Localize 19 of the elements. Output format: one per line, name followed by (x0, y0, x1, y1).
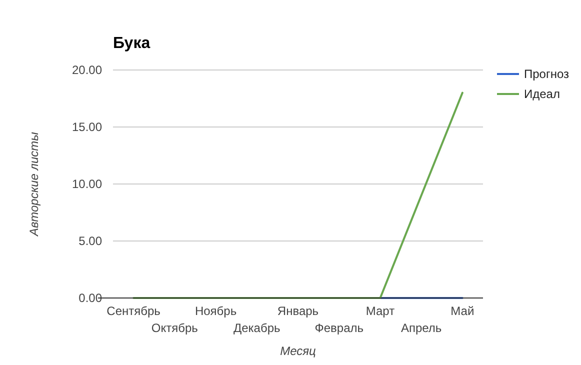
y-tick-label: 5.00 (78, 234, 102, 248)
x-tick-label: Апрель (400, 321, 442, 335)
y-tick-label: 20.00 (72, 63, 102, 78)
x-tick-label: Октябрь (151, 321, 198, 335)
legend-label: Идеал (524, 87, 560, 102)
x-tick-label: Сентябрь (106, 304, 160, 318)
y-axis-title: Авторские листы (27, 132, 41, 237)
x-axis-title: Месяц (280, 344, 316, 358)
chart-title: Бука (113, 35, 150, 52)
y-tick-label: 10.00 (72, 177, 102, 192)
x-tick-label: Декабрь (233, 321, 280, 335)
y-tick-label: 0.00 (78, 291, 102, 306)
y-tick-label: 15.00 (72, 120, 102, 134)
x-tick-label: Январь (277, 304, 319, 318)
x-tick-label: Май (450, 304, 474, 318)
x-tick-label: Март (366, 304, 396, 318)
legend-label: Прогноз (524, 67, 570, 82)
x-tick-label: Ноябрь (194, 304, 237, 318)
x-tick-label: Февраль (314, 321, 364, 335)
